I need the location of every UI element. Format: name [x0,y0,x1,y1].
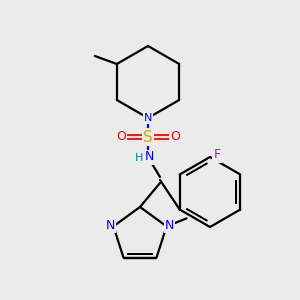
Text: N: N [144,151,154,164]
Text: H: H [135,153,143,163]
Text: S: S [143,130,153,145]
Text: F: F [213,148,220,161]
Text: N: N [165,219,174,232]
Text: O: O [116,130,126,143]
Text: O: O [170,130,180,143]
Text: N: N [106,219,115,232]
Text: N: N [144,113,152,123]
